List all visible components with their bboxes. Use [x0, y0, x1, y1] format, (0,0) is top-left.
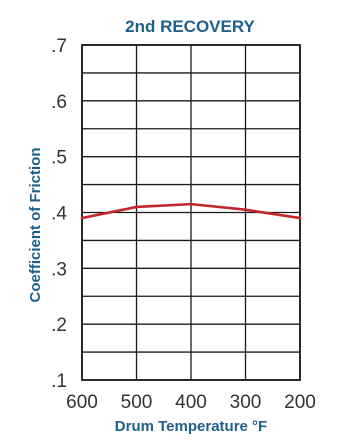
- x-tick-label: 500: [121, 392, 153, 413]
- y-tick-label: .5: [51, 148, 67, 169]
- data-point-0-0: [80, 216, 84, 220]
- data-point-0-4: [298, 216, 302, 220]
- y-tick-labels: .1 .2 .3 .4 .5 .6 .7: [51, 36, 67, 392]
- y-tick-label: .2: [51, 315, 67, 336]
- series-group: [80, 202, 302, 220]
- x-tick-label: 200: [284, 392, 316, 413]
- y-axis-label: Coefficient of Friction: [27, 148, 44, 303]
- y-tick-label: .6: [51, 92, 67, 113]
- x-tick-label: 300: [230, 392, 262, 413]
- x-tick-label: 600: [66, 392, 98, 413]
- plot-border: [81, 44, 301, 381]
- y-tick-label: .4: [51, 204, 67, 225]
- y-tick-label: .3: [51, 259, 67, 280]
- x-axis-label: Drum Temperature °F: [115, 418, 267, 435]
- plot-frame: [81, 44, 301, 381]
- data-point-0-1: [135, 205, 138, 209]
- chart-title: 2nd RECOVERY: [125, 17, 255, 36]
- data-point-0-2: [189, 202, 193, 206]
- x-tick-label: 400: [175, 392, 207, 413]
- y-tick-label: .7: [51, 36, 67, 57]
- data-point-0-3: [244, 208, 247, 212]
- y-tick-label: .1: [51, 371, 67, 392]
- x-tick-labels: 600 500 400 300 200: [66, 392, 316, 413]
